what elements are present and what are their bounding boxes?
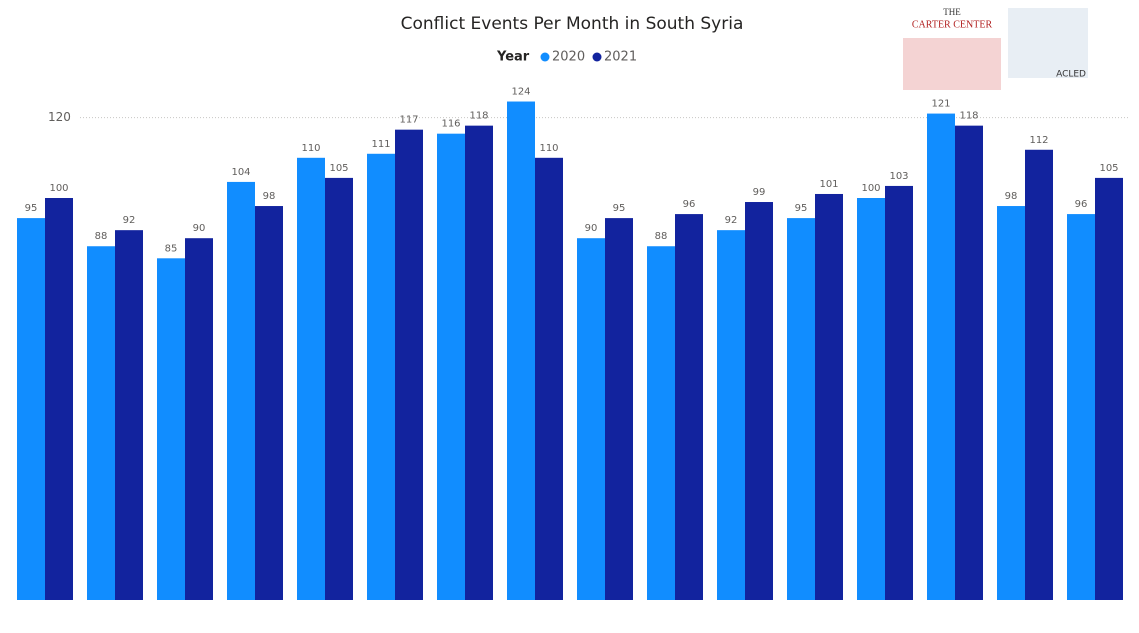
bar [367, 154, 395, 600]
y-tick-label: 120 [48, 110, 71, 124]
data-label: 118 [469, 111, 488, 122]
data-label: 90 [193, 223, 206, 234]
data-label: 92 [725, 215, 738, 226]
logo-text: CARTER CENTER [912, 19, 993, 30]
bar [1025, 150, 1053, 600]
bar [577, 238, 605, 600]
bar [605, 218, 633, 600]
data-label: 110 [539, 143, 558, 154]
bar [87, 246, 115, 600]
data-label: 96 [683, 199, 696, 210]
bar [955, 126, 983, 600]
data-label: 100 [861, 183, 880, 194]
data-label: 117 [399, 115, 418, 126]
data-label: 98 [263, 191, 276, 202]
legend-label: 2020 [552, 50, 585, 65]
data-label: 95 [25, 203, 38, 214]
data-label: 105 [1099, 163, 1118, 174]
data-label: 111 [371, 139, 390, 150]
data-label: 112 [1029, 135, 1048, 146]
data-label: 85 [165, 243, 178, 254]
bar [675, 214, 703, 600]
data-label: 88 [95, 231, 108, 242]
bar [997, 206, 1025, 600]
bar [857, 198, 885, 600]
bar [45, 198, 73, 600]
page: {"chart_data": {"type": "bar", "title": … [0, 0, 1139, 633]
data-label: 121 [931, 99, 950, 110]
data-label: 88 [655, 231, 668, 242]
bar [255, 206, 283, 600]
data-label: 95 [613, 203, 626, 214]
data-label: 124 [511, 87, 530, 98]
bar [535, 158, 563, 600]
bar [507, 102, 535, 600]
data-label: 96 [1075, 199, 1088, 210]
logo-text: THE [943, 7, 961, 17]
logo-text: ACLED [1056, 70, 1086, 80]
data-label: 118 [959, 111, 978, 122]
bar [157, 258, 185, 600]
bar [1067, 214, 1095, 600]
chart: Conflict Events Per Month in South Syria… [0, 0, 1139, 633]
data-label: 95 [795, 203, 808, 214]
bar [297, 158, 325, 600]
data-label: 116 [441, 119, 460, 130]
bar [437, 134, 465, 600]
bar [745, 202, 773, 600]
data-label: 101 [819, 179, 838, 190]
bar [885, 186, 913, 600]
data-label: 110 [301, 143, 320, 154]
bar [815, 194, 843, 600]
bar [395, 130, 423, 600]
bar [17, 218, 45, 600]
data-label: 98 [1005, 191, 1018, 202]
legend-label: 2021 [604, 50, 637, 65]
bar [325, 178, 353, 600]
data-label: 90 [585, 223, 598, 234]
bar [227, 182, 255, 600]
bar [1095, 178, 1123, 600]
chart-title: Conflict Events Per Month in South Syria [401, 14, 744, 34]
carter-logo: THE CARTER CENTER [903, 7, 1001, 90]
data-label: 103 [889, 171, 908, 182]
acled-logo: ACLED [1008, 8, 1088, 80]
logo-box [1008, 8, 1088, 78]
data-label: 104 [231, 167, 250, 178]
bar [787, 218, 815, 600]
bar [185, 238, 213, 600]
legend-title: Year [496, 50, 530, 65]
data-label: 92 [123, 215, 136, 226]
logo-box [903, 38, 1001, 90]
bar [927, 114, 955, 600]
bar [115, 230, 143, 600]
data-label: 100 [49, 183, 68, 194]
bar [465, 126, 493, 600]
bar [717, 230, 745, 600]
data-label: 99 [753, 187, 766, 198]
legend-marker [541, 53, 550, 62]
legend-marker [593, 53, 602, 62]
data-label: 105 [329, 163, 348, 174]
bar [647, 246, 675, 600]
